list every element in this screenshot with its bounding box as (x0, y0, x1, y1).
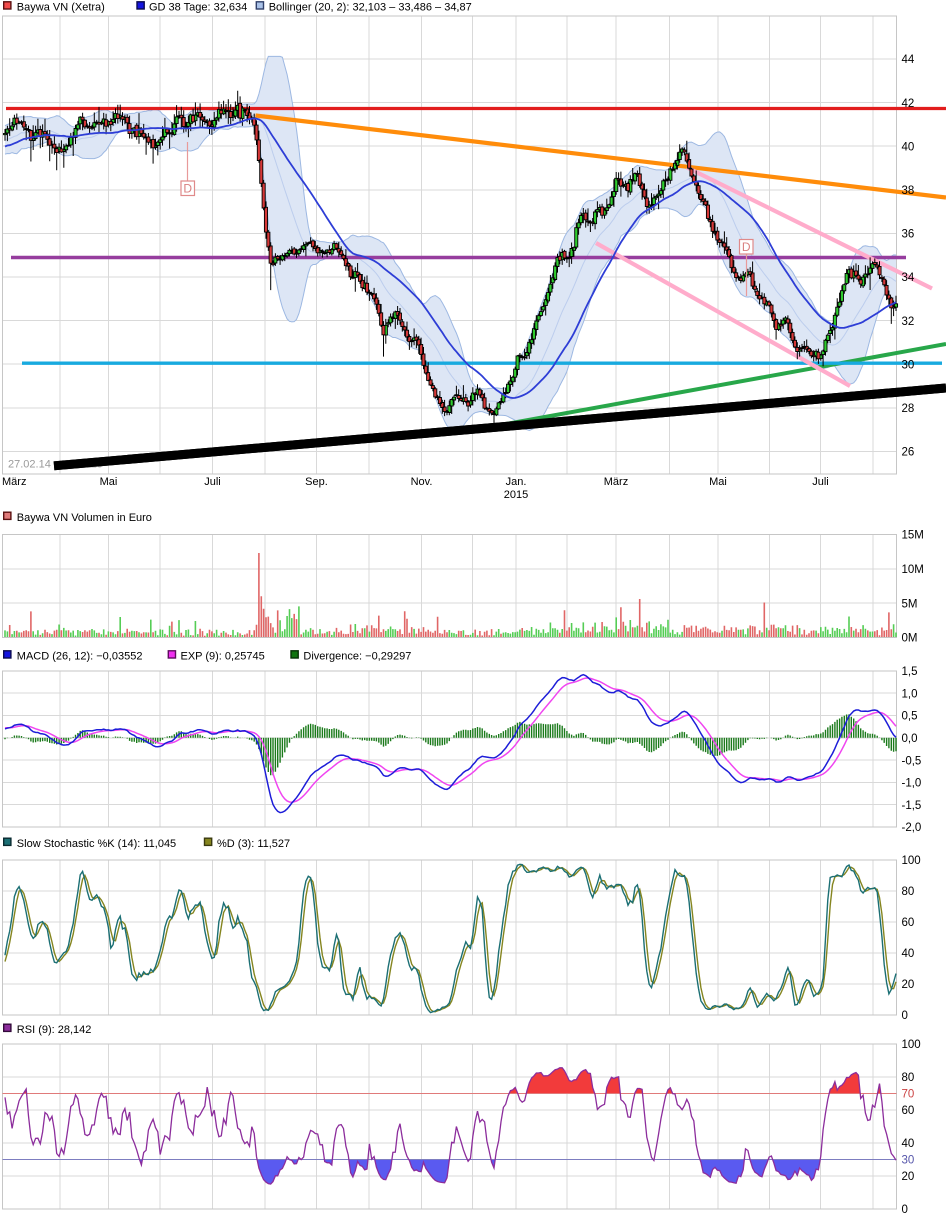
svg-text:44: 44 (902, 54, 915, 66)
svg-text:Jan.: Jan. (506, 476, 527, 488)
svg-text:34: 34 (902, 272, 915, 284)
svg-text:42: 42 (902, 98, 915, 110)
svg-text:Baywa VN (Xetra): Baywa VN (Xetra) (17, 2, 105, 14)
svg-text:Baywa VN Volumen in Euro: Baywa VN Volumen in Euro (17, 512, 152, 524)
svg-text:40: 40 (902, 141, 915, 153)
svg-text:80: 80 (902, 886, 915, 898)
svg-text:RSI (9): 28,142: RSI (9): 28,142 (17, 1024, 92, 1036)
svg-text:-0,5: -0,5 (902, 755, 922, 767)
svg-text:30: 30 (902, 1155, 915, 1167)
svg-text:Mai: Mai (100, 476, 118, 488)
svg-text:0,0: 0,0 (902, 733, 918, 745)
svg-text:0,5: 0,5 (902, 711, 918, 723)
svg-text:80: 80 (902, 1072, 915, 1084)
svg-text:März: März (2, 476, 26, 488)
svg-text:100: 100 (902, 1039, 921, 1051)
svg-text:Divergence: −0,29297: Divergence: −0,29297 (303, 651, 411, 663)
svg-text:38: 38 (902, 185, 915, 197)
svg-text:20: 20 (902, 979, 915, 991)
svg-text:27.02.14: 27.02.14 (8, 459, 51, 471)
svg-text:Juli: Juli (812, 476, 829, 488)
svg-text:MACD (26, 12): −0,03552: MACD (26, 12): −0,03552 (17, 651, 143, 663)
svg-text:Slow Stochastic %K (14): 11,04: Slow Stochastic %K (14): 11,045 (17, 838, 176, 850)
svg-text:-1,0: -1,0 (902, 778, 922, 790)
svg-text:%D (3): 11,527: %D (3): 11,527 (217, 838, 290, 850)
svg-text:32: 32 (902, 316, 915, 328)
svg-text:Sep.: Sep. (305, 476, 328, 488)
svg-text:Mai: Mai (709, 476, 727, 488)
svg-text:0: 0 (902, 1204, 908, 1216)
svg-text:10M: 10M (902, 564, 924, 576)
svg-text:36: 36 (902, 229, 915, 241)
svg-text:20: 20 (902, 1171, 915, 1183)
svg-text:0M: 0M (902, 633, 918, 645)
svg-text:D: D (742, 240, 751, 254)
svg-text:70: 70 (902, 1089, 915, 1101)
svg-text:GD 38 Tage: 32,634: GD 38 Tage: 32,634 (149, 2, 247, 14)
svg-text:60: 60 (902, 1105, 915, 1117)
svg-text:5M: 5M (902, 598, 918, 610)
svg-text:15M: 15M (902, 530, 924, 542)
svg-text:EXP (9): 0,25745: EXP (9): 0,25745 (181, 651, 265, 663)
svg-text:-1,5: -1,5 (902, 800, 922, 812)
svg-text:40: 40 (902, 948, 915, 960)
svg-text:30: 30 (902, 359, 915, 371)
svg-text:März: März (604, 476, 628, 488)
svg-text:40: 40 (902, 1138, 915, 1150)
svg-text:100: 100 (902, 855, 921, 867)
svg-text:Nov.: Nov. (411, 476, 433, 488)
svg-text:60: 60 (902, 917, 915, 929)
svg-text:26: 26 (902, 447, 915, 459)
svg-text:1,5: 1,5 (902, 666, 918, 678)
svg-text:-2,0: -2,0 (902, 822, 922, 834)
svg-text:1,0: 1,0 (902, 688, 918, 700)
svg-text:Bollinger (20, 2): 32,103 – 33: Bollinger (20, 2): 32,103 – 33,486 – 34,… (269, 2, 472, 14)
svg-text:Juli: Juli (204, 476, 221, 488)
svg-text:0: 0 (902, 1010, 908, 1022)
svg-text:D: D (183, 182, 192, 196)
svg-text:28: 28 (902, 403, 915, 415)
svg-text:2015: 2015 (504, 489, 528, 501)
